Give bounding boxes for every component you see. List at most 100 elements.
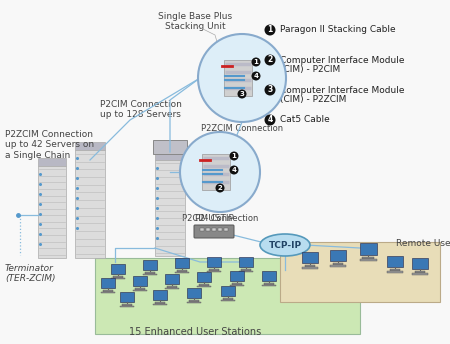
FancyBboxPatch shape xyxy=(239,271,253,272)
Ellipse shape xyxy=(260,234,310,256)
FancyBboxPatch shape xyxy=(330,250,346,261)
Circle shape xyxy=(238,89,247,98)
FancyBboxPatch shape xyxy=(113,276,123,278)
FancyBboxPatch shape xyxy=(120,306,134,308)
FancyBboxPatch shape xyxy=(187,302,201,303)
FancyBboxPatch shape xyxy=(230,271,244,281)
FancyBboxPatch shape xyxy=(153,304,167,305)
FancyBboxPatch shape xyxy=(412,273,428,275)
Text: Cat5 Cable: Cat5 Cable xyxy=(280,116,330,125)
Circle shape xyxy=(230,151,238,161)
Text: P2-USTIP: P2-USTIP xyxy=(194,214,234,223)
FancyBboxPatch shape xyxy=(223,298,233,300)
FancyBboxPatch shape xyxy=(302,267,318,269)
FancyBboxPatch shape xyxy=(101,292,115,293)
Text: 2: 2 xyxy=(267,55,273,65)
Text: 1: 1 xyxy=(232,153,236,159)
FancyBboxPatch shape xyxy=(333,263,343,265)
FancyBboxPatch shape xyxy=(206,228,210,231)
Circle shape xyxy=(230,165,238,174)
FancyBboxPatch shape xyxy=(103,290,113,292)
FancyBboxPatch shape xyxy=(101,278,115,288)
FancyBboxPatch shape xyxy=(224,60,252,96)
FancyBboxPatch shape xyxy=(75,150,105,258)
FancyBboxPatch shape xyxy=(241,269,251,271)
FancyBboxPatch shape xyxy=(330,265,346,267)
FancyBboxPatch shape xyxy=(135,288,145,290)
FancyBboxPatch shape xyxy=(145,272,155,274)
FancyBboxPatch shape xyxy=(155,302,165,304)
Text: TCP-IP: TCP-IP xyxy=(269,240,302,249)
Circle shape xyxy=(252,57,261,66)
FancyBboxPatch shape xyxy=(111,264,125,274)
FancyBboxPatch shape xyxy=(133,276,147,286)
FancyBboxPatch shape xyxy=(239,257,253,267)
Text: 15 Enhanced User Stations: 15 Enhanced User Stations xyxy=(129,327,261,337)
Text: Computer Interface Module: Computer Interface Module xyxy=(280,56,405,65)
Circle shape xyxy=(265,85,275,96)
FancyBboxPatch shape xyxy=(414,271,425,273)
Text: Remote User: Remote User xyxy=(396,239,450,248)
FancyBboxPatch shape xyxy=(202,154,230,190)
FancyBboxPatch shape xyxy=(143,274,157,276)
FancyBboxPatch shape xyxy=(360,243,377,255)
Text: P2CIM Connection
up to 128 Servers: P2CIM Connection up to 128 Servers xyxy=(100,100,182,119)
FancyBboxPatch shape xyxy=(95,258,360,334)
Circle shape xyxy=(265,24,275,35)
FancyBboxPatch shape xyxy=(362,257,374,259)
FancyBboxPatch shape xyxy=(262,271,276,281)
Circle shape xyxy=(180,132,260,212)
FancyBboxPatch shape xyxy=(212,228,216,231)
FancyBboxPatch shape xyxy=(38,166,66,258)
FancyBboxPatch shape xyxy=(120,292,134,302)
FancyBboxPatch shape xyxy=(111,278,125,279)
FancyBboxPatch shape xyxy=(38,158,66,166)
FancyBboxPatch shape xyxy=(387,256,403,267)
FancyBboxPatch shape xyxy=(305,265,315,267)
FancyBboxPatch shape xyxy=(197,286,211,288)
Text: (CIM) - P2CIM: (CIM) - P2CIM xyxy=(280,65,340,74)
FancyBboxPatch shape xyxy=(122,304,132,306)
FancyBboxPatch shape xyxy=(302,252,318,263)
FancyBboxPatch shape xyxy=(207,257,221,267)
FancyBboxPatch shape xyxy=(387,271,403,273)
FancyBboxPatch shape xyxy=(153,290,167,300)
Text: Single Base Plus
Stacking Unit: Single Base Plus Stacking Unit xyxy=(158,12,232,31)
FancyBboxPatch shape xyxy=(221,300,235,301)
FancyBboxPatch shape xyxy=(262,285,276,287)
FancyBboxPatch shape xyxy=(280,242,440,302)
FancyBboxPatch shape xyxy=(75,142,105,150)
Text: 4: 4 xyxy=(253,73,258,79)
FancyBboxPatch shape xyxy=(155,160,185,256)
Text: 4: 4 xyxy=(267,116,273,125)
Text: P2ZCIM Connection
up to 42 Servers on
a Single Chain: P2ZCIM Connection up to 42 Servers on a … xyxy=(5,130,94,160)
FancyBboxPatch shape xyxy=(143,260,157,270)
Text: 3: 3 xyxy=(267,86,273,95)
Text: Terminator
(TER-ZCIM): Terminator (TER-ZCIM) xyxy=(5,264,55,283)
FancyBboxPatch shape xyxy=(175,258,189,268)
FancyBboxPatch shape xyxy=(189,300,199,302)
Text: 4: 4 xyxy=(231,167,237,173)
FancyBboxPatch shape xyxy=(232,283,242,285)
FancyBboxPatch shape xyxy=(200,228,204,231)
FancyBboxPatch shape xyxy=(187,288,201,298)
FancyBboxPatch shape xyxy=(197,272,211,282)
FancyBboxPatch shape xyxy=(194,225,234,238)
Circle shape xyxy=(252,72,261,80)
FancyBboxPatch shape xyxy=(264,283,274,285)
FancyBboxPatch shape xyxy=(133,290,147,291)
Circle shape xyxy=(265,115,275,126)
Text: 1: 1 xyxy=(253,59,258,65)
FancyBboxPatch shape xyxy=(175,272,189,273)
FancyBboxPatch shape xyxy=(360,259,377,261)
FancyBboxPatch shape xyxy=(221,286,235,296)
Text: P2CIM Connection: P2CIM Connection xyxy=(182,214,258,223)
FancyBboxPatch shape xyxy=(155,152,185,160)
FancyBboxPatch shape xyxy=(230,285,244,287)
FancyBboxPatch shape xyxy=(207,271,221,272)
FancyBboxPatch shape xyxy=(218,228,222,231)
Text: (CIM) - P2ZCIM: (CIM) - P2ZCIM xyxy=(280,95,346,104)
Text: 2: 2 xyxy=(218,185,222,191)
FancyBboxPatch shape xyxy=(224,228,228,231)
FancyBboxPatch shape xyxy=(165,288,179,290)
